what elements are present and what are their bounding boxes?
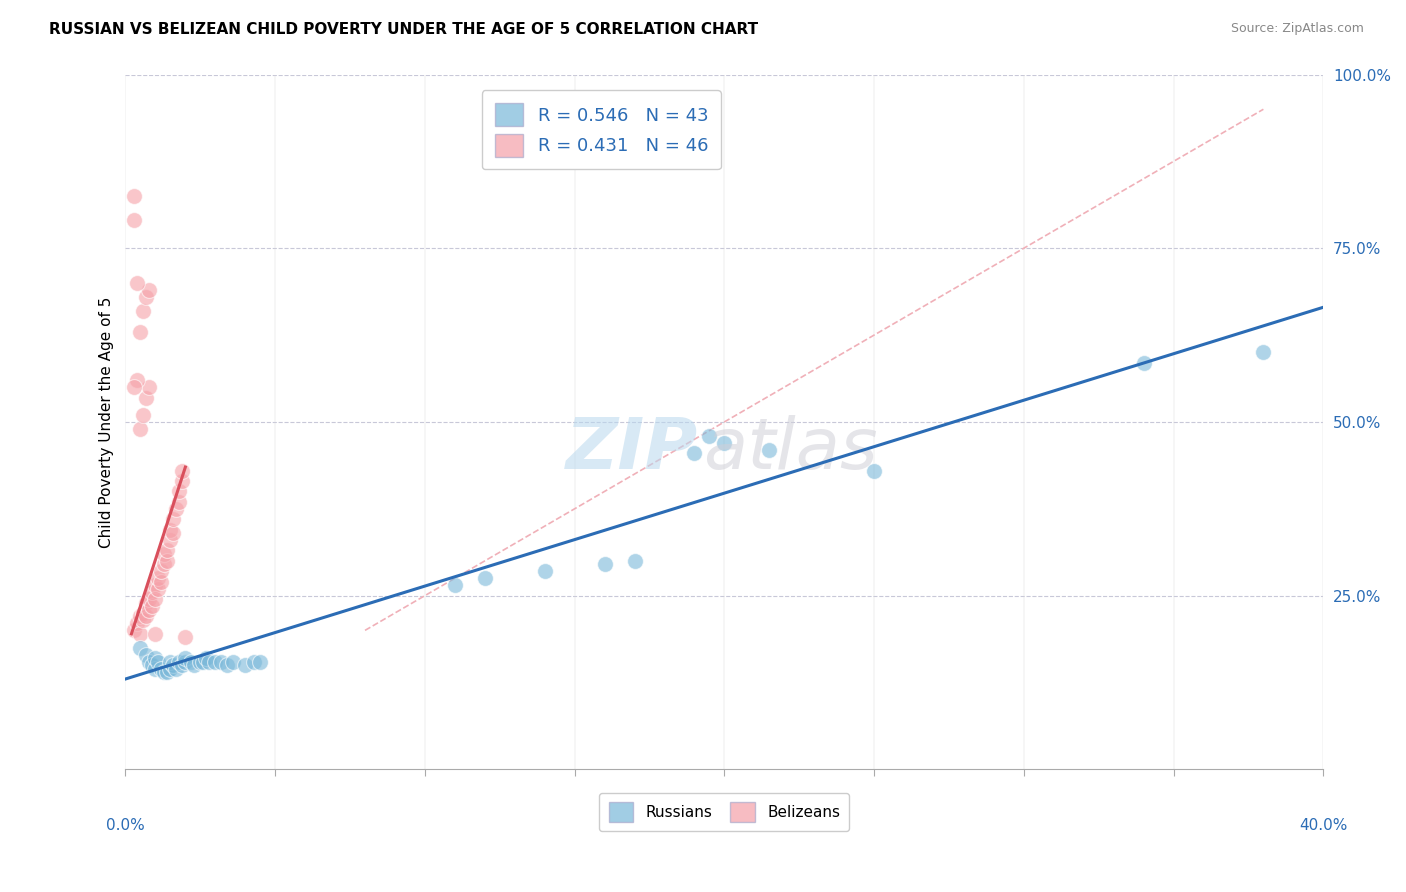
Point bbox=[159, 662, 181, 676]
Point bbox=[145, 627, 167, 641]
Point bbox=[1132, 356, 1154, 370]
Point bbox=[204, 655, 226, 669]
Point bbox=[172, 474, 194, 488]
Point bbox=[132, 606, 155, 620]
Point bbox=[132, 408, 155, 422]
Point bbox=[758, 442, 780, 457]
Text: ZIP: ZIP bbox=[565, 415, 697, 484]
Text: atlas: atlas bbox=[703, 415, 877, 484]
Point bbox=[156, 543, 179, 558]
Point bbox=[124, 213, 146, 227]
Point bbox=[124, 189, 146, 203]
Point bbox=[699, 429, 721, 443]
Point bbox=[124, 624, 146, 638]
Point bbox=[127, 616, 149, 631]
Point bbox=[148, 582, 170, 596]
Point bbox=[135, 596, 157, 610]
Point bbox=[165, 501, 187, 516]
Point bbox=[623, 554, 645, 568]
Point bbox=[148, 655, 170, 669]
Point bbox=[174, 630, 197, 644]
Point bbox=[444, 578, 467, 592]
Point bbox=[145, 578, 167, 592]
Y-axis label: Child Poverty Under the Age of 5: Child Poverty Under the Age of 5 bbox=[100, 296, 114, 548]
Point bbox=[138, 655, 160, 669]
Point bbox=[148, 571, 170, 585]
Point bbox=[159, 533, 181, 547]
Point bbox=[222, 655, 245, 669]
Point bbox=[145, 592, 167, 607]
Point bbox=[169, 655, 191, 669]
Point bbox=[162, 526, 184, 541]
Point bbox=[135, 290, 157, 304]
Point bbox=[683, 446, 706, 460]
Point bbox=[127, 276, 149, 290]
Point bbox=[169, 484, 191, 499]
Point bbox=[150, 662, 173, 676]
Point bbox=[209, 655, 232, 669]
Point bbox=[159, 655, 181, 669]
Point bbox=[138, 380, 160, 394]
Point bbox=[162, 512, 184, 526]
Text: 40.0%: 40.0% bbox=[1299, 818, 1347, 833]
Point bbox=[153, 558, 176, 572]
Point bbox=[195, 651, 218, 665]
Point bbox=[165, 662, 187, 676]
Point bbox=[1253, 345, 1275, 359]
Text: RUSSIAN VS BELIZEAN CHILD POVERTY UNDER THE AGE OF 5 CORRELATION CHART: RUSSIAN VS BELIZEAN CHILD POVERTY UNDER … bbox=[49, 22, 758, 37]
Point bbox=[159, 523, 181, 537]
Point bbox=[138, 592, 160, 607]
Point bbox=[150, 574, 173, 589]
Point bbox=[243, 655, 266, 669]
Point bbox=[172, 658, 194, 673]
Legend: Russians, Belizeans: Russians, Belizeans bbox=[599, 793, 849, 831]
Point bbox=[129, 609, 152, 624]
Point bbox=[129, 325, 152, 339]
Text: Source: ZipAtlas.com: Source: ZipAtlas.com bbox=[1230, 22, 1364, 36]
Point bbox=[132, 303, 155, 318]
Point bbox=[593, 558, 616, 572]
Point bbox=[198, 655, 221, 669]
Point bbox=[162, 658, 184, 673]
Text: 0.0%: 0.0% bbox=[105, 818, 145, 833]
Point bbox=[183, 658, 205, 673]
Point bbox=[129, 422, 152, 436]
Point bbox=[124, 380, 146, 394]
Point bbox=[863, 464, 886, 478]
Point bbox=[150, 564, 173, 578]
Point bbox=[141, 585, 163, 599]
Point bbox=[180, 655, 202, 669]
Point bbox=[132, 613, 155, 627]
Point bbox=[129, 627, 152, 641]
Point bbox=[174, 655, 197, 669]
Point bbox=[156, 554, 179, 568]
Point bbox=[153, 665, 176, 679]
Point bbox=[474, 571, 496, 585]
Point bbox=[138, 283, 160, 297]
Point bbox=[135, 391, 157, 405]
Point bbox=[138, 602, 160, 616]
Point bbox=[217, 658, 239, 673]
Point bbox=[169, 495, 191, 509]
Point bbox=[153, 547, 176, 561]
Point bbox=[713, 435, 735, 450]
Point bbox=[172, 464, 194, 478]
Point bbox=[141, 658, 163, 673]
Point bbox=[249, 655, 271, 669]
Point bbox=[193, 655, 215, 669]
Point bbox=[135, 609, 157, 624]
Point bbox=[135, 648, 157, 662]
Point bbox=[145, 651, 167, 665]
Point bbox=[174, 651, 197, 665]
Point bbox=[141, 599, 163, 613]
Point bbox=[145, 662, 167, 676]
Point bbox=[188, 655, 211, 669]
Point bbox=[233, 658, 256, 673]
Point bbox=[156, 665, 179, 679]
Point bbox=[129, 640, 152, 655]
Point bbox=[533, 564, 555, 578]
Point bbox=[127, 373, 149, 387]
